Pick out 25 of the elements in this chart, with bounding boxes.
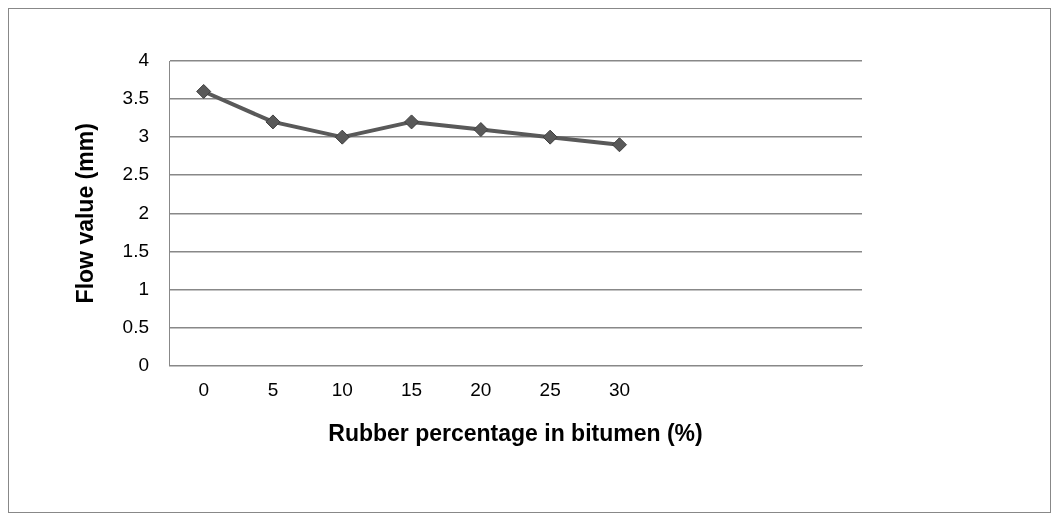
x-tick-label: 15: [400, 379, 423, 401]
x-tick-label: 10: [331, 379, 353, 401]
point: [334, 129, 350, 145]
x-axis-title: Rubber percentage in bitumen (%): [328, 419, 703, 446]
point: [611, 137, 627, 153]
x-tick-label: 0: [198, 379, 209, 401]
x-tick-label: 5: [267, 379, 279, 401]
point: [196, 83, 212, 99]
point: [542, 129, 558, 145]
y-tick-label: 2: [138, 201, 150, 223]
x-tick-label: 30: [608, 379, 631, 401]
y-tick-label: 1: [138, 277, 150, 299]
point: [473, 122, 489, 138]
y-tick-label: 4: [138, 49, 150, 71]
y-axis-title: Flow value (mm): [72, 123, 99, 304]
y-tick-label: 2.5: [122, 163, 150, 185]
y-tick-label: 3.5: [122, 87, 150, 109]
x-tick-label: 25: [539, 379, 561, 401]
y-tick-label: 0.5: [122, 315, 150, 337]
y-tick-label: 3: [138, 125, 150, 147]
y-tick-label: 1.5: [122, 239, 150, 261]
x-tick-label: 20: [470, 379, 492, 401]
point: [265, 114, 281, 130]
y-tick-label: 0: [138, 353, 150, 375]
point: [404, 114, 420, 130]
